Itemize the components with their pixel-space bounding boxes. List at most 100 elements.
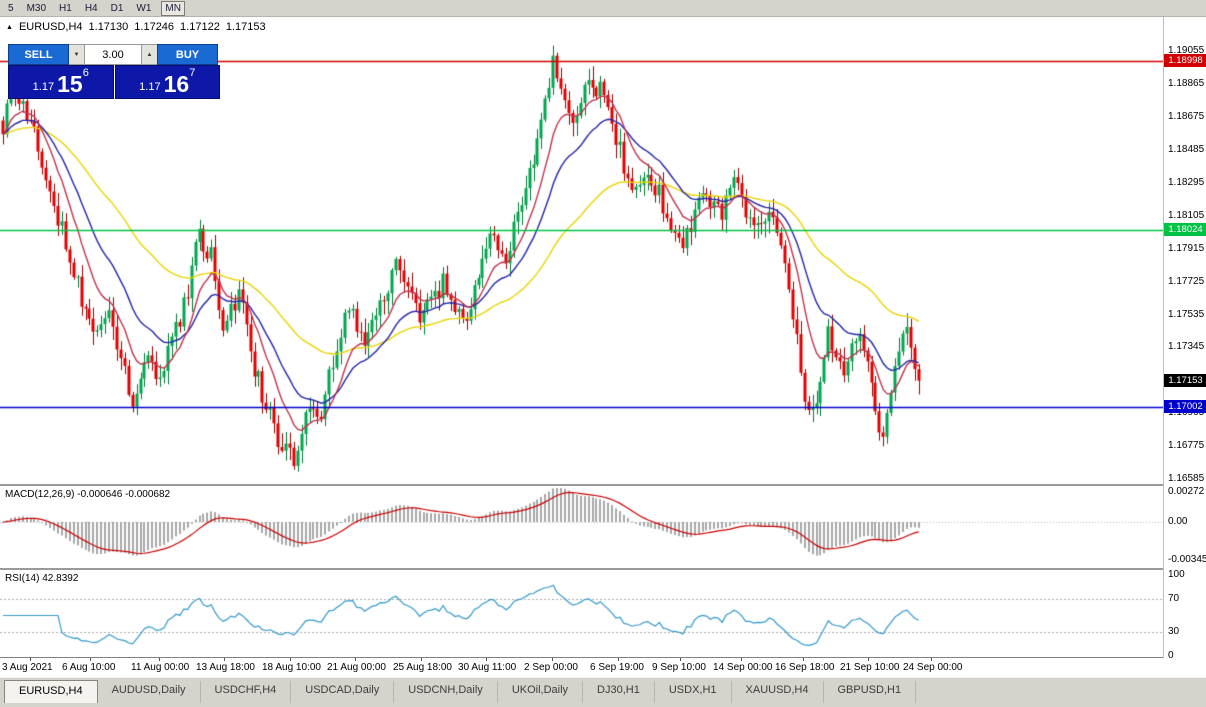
- tab-audusd-daily[interactable]: AUDUSD,Daily: [98, 681, 201, 704]
- tab-area: EURUSD,H4 AUDUSD,Daily USDCHF,H4 USDCAD,Dai…: [0, 677, 1206, 707]
- time-tick-mark: [486, 658, 487, 661]
- time-tick-mark: [680, 658, 681, 661]
- chart-header: ▲ EURUSD,H4 1.17130 1.17246 1.17122 1.17…: [6, 21, 266, 33]
- price-badge: 1.18998: [1164, 54, 1206, 67]
- rsi-axis-label: 100: [1168, 569, 1185, 580]
- timeframe-H4[interactable]: H4: [84, 2, 98, 14]
- time-tick-mark: [290, 658, 291, 661]
- time-axis-label: 24 Sep 00:00: [903, 662, 963, 673]
- time-axis-label: 3 Aug 2021: [2, 662, 53, 673]
- periods-toolbar: 5 M30 H1 H4 D1 W1 MN: [0, 0, 1206, 17]
- time-axis-label: 18 Aug 10:00: [262, 662, 321, 673]
- chart-symbol-period: EURUSD,H4: [18, 21, 83, 33]
- tab-gbpusd-h1[interactable]: GBPUSD,H1: [824, 681, 917, 704]
- sell-price-prefix: 1.17: [32, 81, 55, 93]
- sell-button[interactable]: SELL: [8, 44, 69, 65]
- time-tick-mark: [355, 658, 356, 661]
- time-tick-mark: [618, 658, 619, 661]
- price-axis-label: 1.17725: [1168, 275, 1205, 287]
- rsi-axis-label: 70: [1168, 593, 1180, 605]
- price-badge: 1.17153: [1164, 373, 1206, 387]
- ohlc-close: 1.17153: [225, 21, 266, 33]
- time-tick-mark: [224, 658, 225, 661]
- volume-input[interactable]: [84, 44, 142, 65]
- buy-button[interactable]: BUY: [157, 44, 218, 65]
- price-axis-label: 1.18485: [1168, 143, 1205, 155]
- panel-separator[interactable]: [0, 568, 1206, 570]
- ohlc-open: 1.17130: [88, 21, 129, 33]
- rsi-axis-label: 0: [1168, 650, 1174, 661]
- price-badge: 1.17002: [1164, 399, 1206, 413]
- timeframe-D1[interactable]: D1: [110, 2, 124, 14]
- tab-eurusd-h4[interactable]: EURUSD,H4: [4, 680, 98, 704]
- price-axis-label: 1.18105: [1168, 209, 1205, 221]
- time-axis-label: 21 Aug 00:00: [327, 662, 386, 673]
- buy-price-button[interactable]: 1.17 16 7: [114, 65, 220, 99]
- tab-dj30-h1[interactable]: DJ30,H1: [583, 681, 655, 704]
- price-axis-label: 1.18865: [1168, 78, 1205, 90]
- time-tick-mark: [931, 658, 932, 661]
- time-axis-label: 13 Aug 18:00: [196, 662, 255, 673]
- macd-label: MACD(12,26,9) -0.000646 -0.000682: [5, 489, 171, 500]
- timeframe-W1[interactable]: W1: [136, 2, 152, 14]
- price-axis-label: 1.16585: [1168, 473, 1205, 485]
- timeframe-H1[interactable]: H1: [59, 2, 72, 14]
- time-tick-mark: [552, 658, 553, 661]
- time-axis-label: 14 Sep 00:00: [713, 662, 773, 673]
- rsi-canvas[interactable]: [0, 570, 1163, 657]
- status-strip: [0, 703, 1206, 707]
- macd-canvas[interactable]: [0, 486, 1163, 568]
- one-click-trading-panel: SELL ▼ ▲ BUY 1.17 15 6 1.17 16 7: [8, 44, 220, 99]
- buy-price-fraction: 7: [189, 67, 196, 79]
- chart-tabs: EURUSD,H4 AUDUSD,Daily USDCHF,H4 USDCAD,Dai…: [0, 678, 1206, 704]
- time-tick-mark: [159, 658, 160, 661]
- chart-arrow-icon: ▲: [6, 23, 13, 31]
- time-axis-border: [0, 657, 1206, 658]
- time-tick-mark: [30, 658, 31, 661]
- ohlc-high: 1.17246: [134, 21, 175, 33]
- tab-usdchf-h4[interactable]: USDCHF,H4: [201, 681, 292, 704]
- tab-ukoil-daily[interactable]: UKOil,Daily: [498, 681, 584, 704]
- volume-decrease-icon[interactable]: ▼: [69, 44, 84, 65]
- time-axis-label: 11 Aug 00:00: [131, 662, 190, 673]
- buy-price-prefix: 1.17: [139, 81, 161, 93]
- sell-price-pips: 15: [57, 71, 83, 97]
- macd-axis-label: 0.00: [1168, 516, 1188, 527]
- time-axis-label: 9 Sep 10:00: [652, 662, 706, 673]
- macd-axis-label: 0.00272: [1168, 485, 1205, 497]
- tab-usdcad-daily[interactable]: USDCAD,Daily: [291, 681, 395, 704]
- rsi-axis-label: 30: [1168, 625, 1180, 637]
- price-axis: 1.19055 1.18865 1.18675 1.18485 1.18295 1.181…: [1163, 17, 1206, 661]
- macd-axis-label: -0.00345: [1168, 554, 1206, 566]
- time-axis-label: 16 Sep 18:00: [775, 662, 835, 673]
- time-tick-mark: [803, 658, 804, 661]
- rsi-label: RSI(14) 42.8392: [5, 573, 79, 584]
- panel-separator[interactable]: [0, 484, 1206, 486]
- tab-xauusd-h4[interactable]: XAUUSD,H4: [732, 681, 824, 704]
- price-axis-label: 1.18295: [1168, 176, 1205, 188]
- buy-price-pips: 16: [163, 71, 190, 97]
- timeframe-MN[interactable]: MN: [161, 0, 185, 16]
- price-axis-label: 1.17345: [1168, 341, 1205, 353]
- timeframe-M30[interactable]: M30: [26, 2, 47, 14]
- time-axis-label: 6 Sep 19:00: [590, 662, 644, 673]
- price-axis-label: 1.16775: [1168, 440, 1205, 452]
- timeframe-5[interactable]: 5: [8, 2, 14, 14]
- price-badge: 1.18024: [1164, 222, 1206, 236]
- tab-usdcnh-daily[interactable]: USDCNH,Daily: [394, 681, 498, 704]
- price-axis-label: 1.19055: [1168, 45, 1205, 57]
- time-axis-label: 2 Sep 00:00: [524, 662, 578, 673]
- price-axis-label: 1.17915: [1168, 242, 1205, 254]
- tab-usdx-h1[interactable]: USDX,H1: [655, 681, 732, 704]
- time-tick-mark: [421, 658, 422, 661]
- time-axis-label: 30 Aug 11:00: [458, 662, 517, 673]
- time-axis-label: 6 Aug 10:00: [62, 662, 116, 673]
- time-tick-mark: [868, 658, 869, 661]
- sell-price-fraction: 6: [82, 67, 89, 79]
- time-axis[interactable]: 3 Aug 2021 6 Aug 10:00 11 Aug 00:00 13 Aug …: [0, 658, 1163, 677]
- sell-price-button[interactable]: 1.17 15 6: [8, 65, 114, 99]
- time-tick-mark: [741, 658, 742, 661]
- time-axis-label: 25 Aug 18:00: [393, 662, 452, 673]
- volume-increase-icon[interactable]: ▲: [142, 44, 157, 65]
